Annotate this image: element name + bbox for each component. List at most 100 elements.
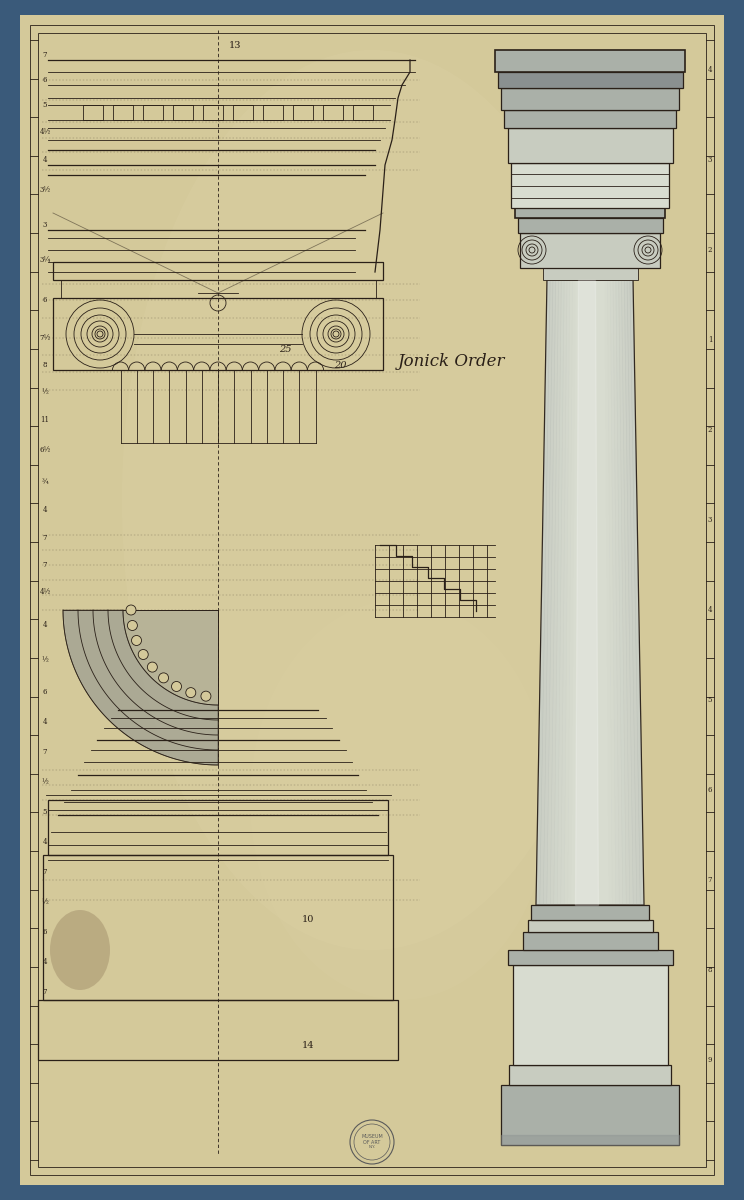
Bar (53, 262, 383, 280)
Text: 4: 4 (42, 838, 48, 846)
Bar (293, 104, 313, 120)
Ellipse shape (250, 600, 550, 1000)
Polygon shape (539, 280, 554, 905)
Bar (38, 1000, 398, 1060)
Text: 5: 5 (42, 101, 48, 109)
Text: ½: ½ (42, 388, 48, 396)
Text: 4: 4 (42, 156, 48, 164)
Text: 4: 4 (42, 506, 48, 514)
Text: 4: 4 (708, 606, 712, 614)
Polygon shape (550, 280, 562, 905)
Polygon shape (613, 280, 623, 905)
Bar (48, 800, 388, 854)
Bar (507, 950, 673, 965)
Text: 7: 7 (42, 868, 48, 876)
Bar (542, 268, 638, 280)
Circle shape (126, 605, 136, 614)
Text: 4½: 4½ (39, 128, 51, 136)
Polygon shape (624, 280, 637, 905)
Text: 2: 2 (708, 426, 712, 434)
Text: 6: 6 (42, 76, 48, 84)
Polygon shape (536, 280, 644, 905)
Bar (495, 50, 685, 72)
Bar (143, 104, 163, 120)
Polygon shape (629, 280, 644, 905)
Text: ½: ½ (42, 778, 48, 786)
Text: 6: 6 (42, 296, 48, 304)
Circle shape (147, 662, 157, 672)
Circle shape (186, 688, 196, 697)
Bar (518, 218, 662, 233)
Text: ½: ½ (42, 898, 48, 906)
Bar (507, 128, 673, 163)
Bar (522, 932, 658, 950)
Text: 4: 4 (42, 622, 48, 629)
Bar (511, 163, 669, 208)
Bar (520, 233, 660, 268)
Text: 7: 7 (42, 560, 48, 569)
Polygon shape (554, 280, 565, 905)
Text: 13: 13 (228, 41, 241, 49)
Bar (509, 1066, 671, 1085)
Bar (501, 88, 679, 110)
Text: 8: 8 (42, 361, 48, 370)
Circle shape (158, 673, 169, 683)
Bar (515, 208, 665, 218)
Text: 6½: 6½ (39, 446, 51, 454)
Circle shape (132, 636, 141, 646)
Text: Jonick Order: Jonick Order (398, 354, 505, 371)
Text: OF ART: OF ART (363, 1140, 381, 1145)
Bar (501, 1085, 679, 1145)
Text: 14: 14 (302, 1040, 314, 1050)
Text: 2: 2 (708, 246, 712, 254)
Text: 4: 4 (42, 718, 48, 726)
Bar (527, 920, 652, 932)
Text: 10: 10 (302, 916, 314, 924)
Polygon shape (536, 280, 551, 905)
Text: 5: 5 (708, 696, 712, 704)
Bar (513, 965, 667, 1066)
Text: 7: 7 (42, 534, 48, 542)
Bar (498, 72, 682, 88)
Text: 4: 4 (42, 958, 48, 966)
Text: ½: ½ (42, 656, 48, 664)
Text: 1: 1 (708, 336, 712, 344)
Text: 7: 7 (42, 50, 48, 59)
Polygon shape (621, 280, 633, 905)
Text: 11: 11 (40, 416, 50, 424)
Text: 6: 6 (42, 928, 48, 936)
Text: 4½: 4½ (39, 588, 51, 596)
Bar (113, 104, 133, 120)
Polygon shape (560, 280, 570, 905)
Circle shape (138, 649, 148, 660)
Text: 6: 6 (42, 688, 48, 696)
Text: 3¼: 3¼ (39, 256, 51, 264)
Text: 7: 7 (42, 988, 48, 996)
Polygon shape (618, 280, 630, 905)
Text: 7: 7 (42, 748, 48, 756)
Text: 3: 3 (43, 221, 47, 229)
Text: 25: 25 (279, 346, 291, 354)
Bar (53, 298, 383, 370)
Text: 9: 9 (708, 1056, 712, 1064)
Text: 8: 8 (708, 966, 712, 974)
Text: MUSEUM: MUSEUM (361, 1134, 383, 1140)
Bar (83, 104, 103, 120)
Bar (353, 104, 373, 120)
Text: 7: 7 (708, 876, 712, 884)
Bar (43, 854, 393, 1000)
Polygon shape (557, 280, 567, 905)
Ellipse shape (122, 50, 622, 950)
Polygon shape (543, 280, 556, 905)
Bar (263, 104, 283, 120)
Bar (531, 905, 649, 920)
Polygon shape (610, 280, 620, 905)
Bar (203, 104, 223, 120)
Ellipse shape (50, 910, 110, 990)
Text: 6: 6 (708, 786, 712, 794)
Polygon shape (63, 610, 218, 766)
Bar (173, 104, 193, 120)
Text: 4: 4 (708, 66, 712, 74)
Polygon shape (20, 14, 724, 1186)
Polygon shape (626, 280, 641, 905)
